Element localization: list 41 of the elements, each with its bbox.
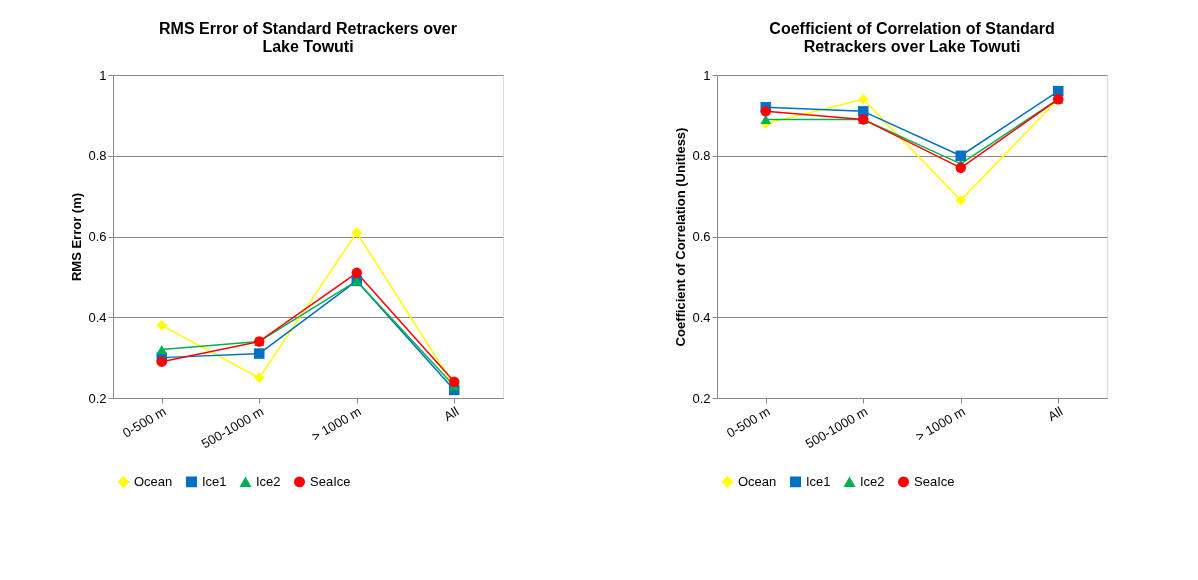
point bbox=[955, 194, 966, 206]
point bbox=[156, 356, 167, 367]
legend-label: Ice1 bbox=[202, 473, 227, 489]
point bbox=[156, 345, 167, 355]
point bbox=[156, 320, 167, 331]
legend-label: SeaIce bbox=[310, 473, 351, 489]
y-tick-label: 1 bbox=[703, 67, 711, 83]
legend-label: Ice1 bbox=[806, 473, 831, 489]
chart-title: Coefficient of Correlation of Standard Retrackers over Lake Towuti bbox=[769, 20, 1055, 55]
x-tick-label: > 1000 m bbox=[308, 403, 364, 445]
legend-label: SeaIce bbox=[914, 473, 955, 489]
point bbox=[955, 150, 966, 161]
legend-label: Ice2 bbox=[860, 474, 885, 490]
x-tick-label: > 1000 m bbox=[912, 403, 968, 445]
chart-title: RMS Error of Standard Retrackers over Lake Towuti bbox=[159, 20, 457, 55]
y-tick-label: 1 bbox=[99, 67, 107, 83]
y-tick-label: 0.4 bbox=[692, 309, 711, 325]
y-tick-label: 0.4 bbox=[88, 309, 107, 325]
point bbox=[858, 93, 869, 105]
y-tick-label: 0.8 bbox=[692, 148, 711, 164]
y-axis-title: Coefficient of Correlation (Unitless) bbox=[673, 127, 689, 347]
y-axis-title: RMS Error (m) bbox=[69, 192, 85, 282]
y-tick-label: 0.6 bbox=[692, 229, 711, 244]
x-tick-label: 0-500 m bbox=[723, 403, 773, 441]
y-tick-label: 0.2 bbox=[692, 390, 711, 406]
point bbox=[955, 162, 966, 174]
point bbox=[760, 106, 771, 117]
y-tick-label: 0.8 bbox=[88, 148, 107, 164]
point bbox=[254, 372, 265, 384]
point bbox=[254, 348, 265, 359]
y-tick-label: 0.6 bbox=[88, 229, 107, 244]
x-tick-label: All bbox=[441, 403, 462, 424]
point bbox=[351, 267, 362, 279]
x-tick-label: All bbox=[1045, 403, 1066, 424]
legend-label: Ocean bbox=[738, 473, 777, 489]
legend-label: Ocean bbox=[134, 473, 173, 489]
legend-label: Ice2 bbox=[256, 474, 281, 490]
y-tick-label: 0.2 bbox=[88, 390, 107, 406]
point bbox=[351, 227, 362, 238]
point bbox=[449, 376, 460, 388]
x-tick-label: 0-500 m bbox=[119, 403, 169, 441]
